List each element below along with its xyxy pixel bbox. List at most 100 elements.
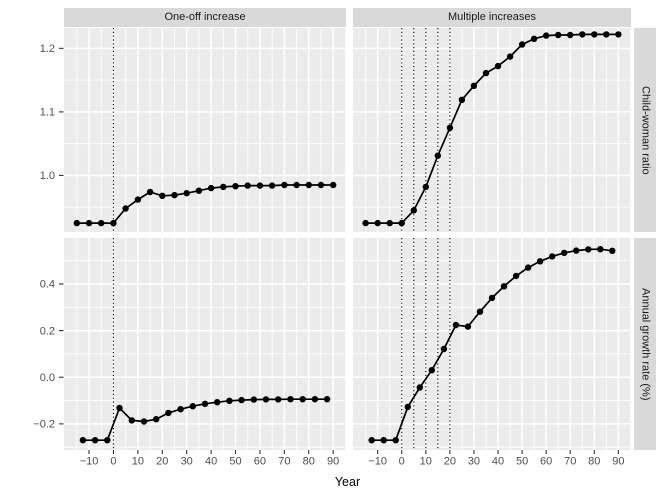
data-point	[98, 219, 105, 227]
x-tick-label: 50	[229, 456, 241, 468]
data-point	[183, 190, 190, 197]
facet-strip-annual-growth-rate: Annual growth rate (%)	[634, 238, 656, 450]
x-tick-label: 0	[399, 456, 405, 468]
data-point	[244, 182, 251, 189]
data-point	[207, 184, 215, 192]
data-point	[549, 253, 556, 260]
data-point	[293, 181, 300, 189]
facet-strip-multiple-increases: Multiple increases	[353, 8, 631, 27]
data-point	[256, 182, 264, 189]
data-point	[140, 418, 148, 425]
data-point	[585, 246, 592, 253]
y-tick-label: 0.4	[40, 279, 55, 291]
x-tick-label: 10	[132, 456, 144, 468]
data-point	[476, 308, 484, 315]
facet-strip-one-off-increase: One-off increase	[64, 8, 346, 27]
y-tick-label: 0.2	[40, 325, 55, 337]
data-point	[220, 183, 227, 191]
data-point	[512, 272, 520, 280]
x-tick-label: 60	[540, 456, 552, 468]
data-point	[464, 323, 472, 330]
x-tick-label: 40	[492, 456, 504, 468]
x-tick-label: 60	[254, 456, 266, 468]
data-point	[281, 181, 288, 189]
data-point	[422, 183, 429, 191]
data-point	[428, 367, 435, 374]
x-tick-label: 30	[468, 456, 480, 468]
panel-bg	[64, 238, 346, 450]
data-point	[104, 437, 111, 444]
data-point	[591, 31, 598, 38]
x-tick-label: 90	[612, 456, 624, 468]
data-point	[146, 188, 154, 196]
data-point	[410, 207, 417, 214]
data-point	[317, 181, 325, 189]
data-point	[299, 396, 306, 403]
x-tick-label: 90	[327, 456, 339, 468]
data-point	[159, 192, 166, 199]
data-point	[362, 219, 369, 227]
data-point	[250, 396, 257, 403]
data-point	[189, 403, 196, 410]
data-point	[268, 182, 276, 189]
data-point	[573, 247, 580, 254]
data-point	[506, 53, 514, 60]
data-point	[518, 41, 526, 48]
data-point	[262, 396, 270, 403]
data-point	[73, 219, 81, 227]
data-point	[609, 247, 616, 254]
data-point	[536, 258, 544, 265]
data-point	[311, 396, 319, 403]
data-point	[446, 124, 454, 131]
x-tick-label: 20	[444, 456, 456, 468]
x-tick-label: 50	[516, 456, 528, 468]
data-point	[482, 69, 490, 77]
series-line	[76, 184, 334, 224]
data-point	[275, 396, 282, 403]
data-point	[134, 196, 142, 203]
x-tick-label: −10	[368, 456, 387, 468]
data-point	[543, 32, 550, 39]
data-point	[567, 31, 574, 39]
data-point	[434, 152, 441, 159]
data-point	[452, 321, 460, 329]
data-point	[386, 219, 393, 227]
x-tick-label: 30	[181, 456, 193, 468]
data-point	[458, 96, 466, 104]
data-point	[374, 219, 381, 227]
x-tick-label: 40	[205, 456, 217, 468]
data-point	[488, 294, 496, 302]
y-tick-label: −0.2	[33, 419, 55, 431]
y-tick-label: 0.0	[40, 372, 55, 384]
series-line	[365, 33, 619, 224]
x-tick-label: 70	[564, 456, 576, 468]
x-tick-label: 20	[156, 456, 168, 468]
x-tick-label: 0	[110, 456, 116, 468]
y-tick-label: 1.2	[40, 43, 55, 55]
x-axis-title: Year	[334, 475, 361, 489]
x-tick-label: 70	[278, 456, 290, 468]
data-point	[116, 404, 123, 412]
data-point	[201, 400, 209, 407]
data-point	[380, 437, 387, 444]
data-point	[177, 406, 184, 413]
data-point	[500, 283, 508, 290]
data-point	[615, 31, 622, 38]
data-point	[226, 397, 233, 404]
data-point	[440, 345, 448, 353]
panel-bg	[64, 28, 346, 232]
data-point	[398, 219, 405, 227]
data-point	[404, 403, 411, 411]
data-point	[330, 181, 337, 189]
panel-bg	[353, 238, 631, 450]
x-tick-label: −10	[80, 456, 99, 468]
y-tick-label: 1.1	[40, 107, 55, 119]
data-point	[392, 437, 399, 444]
x-tick-label: 10	[420, 456, 432, 468]
data-point	[555, 31, 562, 39]
data-point	[603, 31, 610, 38]
x-tick-label: 80	[303, 456, 315, 468]
data-point	[128, 417, 135, 424]
